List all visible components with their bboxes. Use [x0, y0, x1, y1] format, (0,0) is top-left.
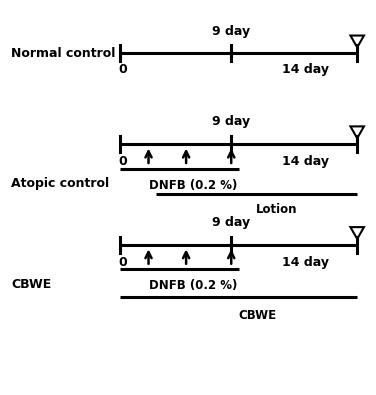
Text: 0: 0: [118, 155, 127, 168]
Text: 14 day: 14 day: [282, 155, 329, 168]
Text: 9 day: 9 day: [212, 115, 250, 128]
Text: CBWE: CBWE: [11, 278, 52, 291]
Text: CBWE: CBWE: [239, 309, 277, 322]
Text: Atopic control: Atopic control: [11, 177, 109, 190]
Text: 9 day: 9 day: [212, 216, 250, 229]
Text: 0: 0: [118, 256, 127, 269]
Text: 14 day: 14 day: [282, 63, 329, 76]
Text: DNFB (0.2 %): DNFB (0.2 %): [149, 179, 237, 192]
Text: 9 day: 9 day: [212, 24, 250, 38]
Text: Lotion: Lotion: [256, 203, 297, 216]
Text: 0: 0: [118, 63, 127, 76]
Text: Normal control: Normal control: [11, 47, 116, 60]
Text: 14 day: 14 day: [282, 256, 329, 269]
Text: DNFB (0.2 %): DNFB (0.2 %): [149, 279, 237, 292]
